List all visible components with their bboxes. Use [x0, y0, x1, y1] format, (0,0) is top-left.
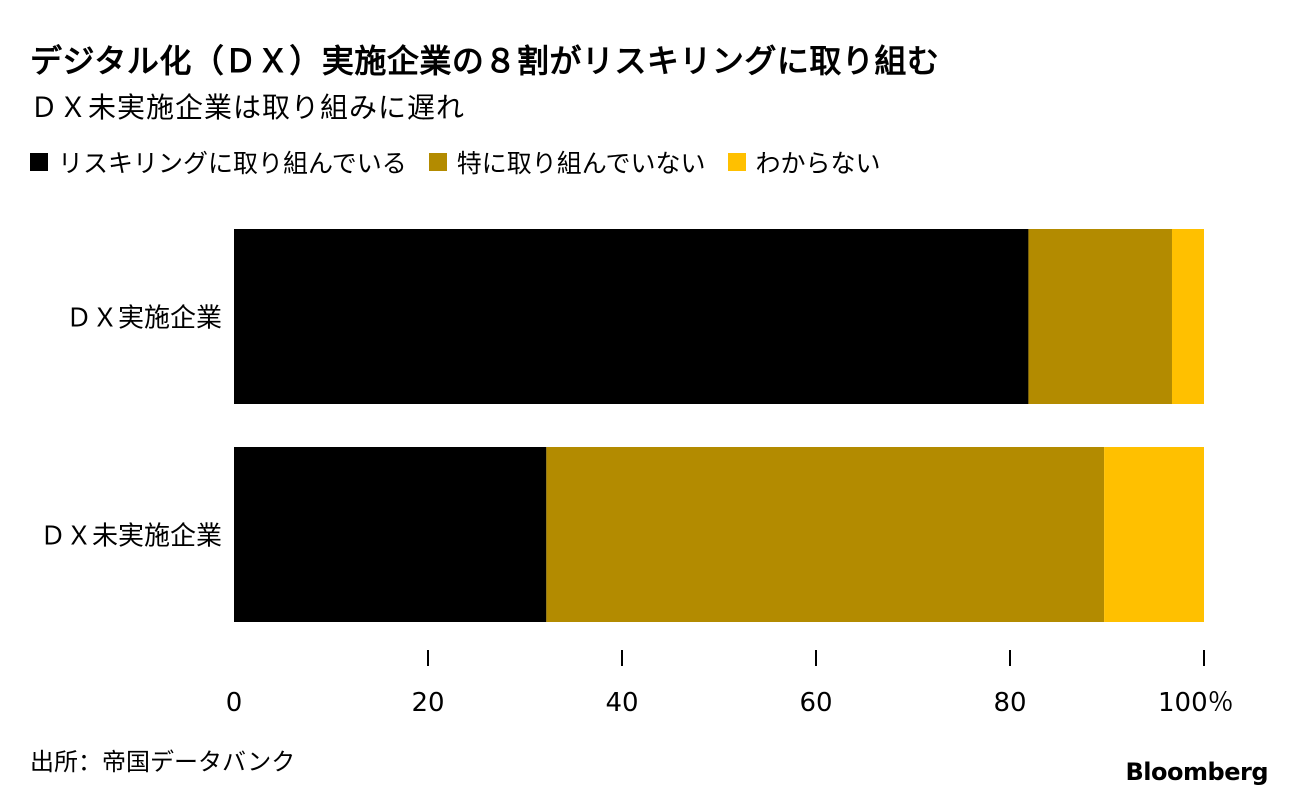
- x-tick-label-5: 100％: [1158, 688, 1234, 718]
- x-tick-label-0: 0: [226, 688, 243, 718]
- x-tick-label-2: 40: [605, 688, 638, 718]
- legend-item-series-2: わからない: [727, 144, 881, 180]
- x-tick-label-4: 80: [993, 688, 1026, 718]
- legend-label-series-1: 特に取り組んでいない: [456, 149, 706, 178]
- legend-swatch-series-0: [30, 153, 48, 171]
- x-tick-label-1: 20: [411, 688, 444, 718]
- bar-1-series-0: [234, 447, 547, 622]
- bar-0-series-2: [1171, 229, 1204, 404]
- legend-label-series-2: わからない: [755, 149, 881, 178]
- category-label-1: ＤＸ未実施企業: [40, 522, 222, 552]
- x-tick-label-3: 60: [799, 688, 832, 718]
- legend-swatch-series-1: [428, 153, 447, 171]
- bar-1-series-2: [1104, 447, 1204, 622]
- legend-item-series-1: 特に取り組んでいない: [428, 144, 706, 180]
- legend-swatch-series-2: [727, 153, 746, 171]
- legend-item-series-0: リスキリングに取り組んでいる: [30, 144, 407, 180]
- chart-title: デジタル化（ＤＸ）実施企業の８割がリスキリングに取り組む: [30, 42, 940, 80]
- legend-label-series-0: リスキリングに取り組んでいる: [58, 149, 407, 178]
- bar-1-series-1: [546, 447, 1105, 622]
- chart-subtitle: ＤＸ未実施企業は取り組みに遅れ: [30, 91, 466, 124]
- legend: リスキリングに取り組んでいる 特に取り組んでいない わからない: [30, 145, 903, 179]
- bar-0-series-0: [234, 229, 1029, 404]
- bar-0-series-1: [1028, 229, 1172, 404]
- category-label-0: ＤＸ実施企業: [66, 304, 222, 334]
- bloomberg-logo: Bloomberg: [1125, 758, 1269, 786]
- source-note: 出所：帝国データバンク: [30, 748, 296, 776]
